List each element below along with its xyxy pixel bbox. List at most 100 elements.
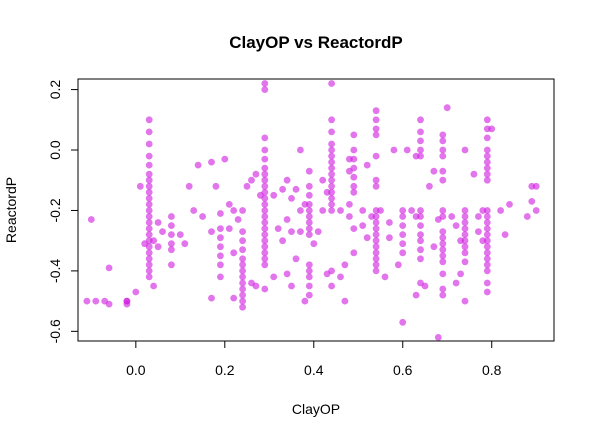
data-point bbox=[452, 222, 460, 230]
data-point bbox=[230, 294, 238, 302]
x-tick-label: 0.6 bbox=[393, 362, 413, 378]
data-point bbox=[145, 243, 153, 251]
data-point bbox=[212, 182, 220, 190]
data-point bbox=[497, 207, 504, 214]
data-point bbox=[417, 246, 424, 254]
data-point bbox=[194, 161, 202, 169]
data-point bbox=[483, 279, 491, 287]
data-point bbox=[439, 167, 447, 175]
data-point bbox=[261, 134, 269, 142]
data-point bbox=[372, 125, 380, 133]
data-point bbox=[430, 167, 438, 175]
data-point bbox=[243, 182, 251, 190]
data-point bbox=[439, 131, 447, 139]
data-point bbox=[461, 219, 469, 226]
y-axis-label: ReactordP bbox=[3, 177, 19, 243]
data-point bbox=[92, 297, 100, 305]
data-point bbox=[261, 86, 269, 93]
data-point bbox=[434, 334, 442, 341]
data-point bbox=[483, 288, 491, 296]
data-point bbox=[145, 161, 153, 169]
data-point bbox=[430, 243, 438, 251]
data-point bbox=[288, 195, 295, 202]
data-point bbox=[248, 176, 255, 184]
data-point bbox=[145, 267, 153, 275]
data-point bbox=[372, 225, 380, 233]
data-point bbox=[305, 261, 313, 269]
y-tick-label: -0.2 bbox=[47, 198, 63, 222]
data-point bbox=[399, 318, 407, 326]
data-point bbox=[483, 164, 491, 172]
data-point bbox=[483, 261, 491, 269]
data-point bbox=[501, 231, 509, 239]
data-point bbox=[350, 131, 358, 139]
data-point bbox=[221, 155, 229, 163]
data-point bbox=[297, 207, 304, 214]
data-point bbox=[305, 191, 313, 199]
data-point bbox=[217, 234, 224, 242]
data-point bbox=[261, 176, 269, 184]
data-point bbox=[350, 249, 358, 257]
data-point bbox=[372, 219, 380, 226]
data-point bbox=[483, 213, 491, 220]
data-point bbox=[145, 170, 153, 178]
data-point bbox=[279, 237, 286, 245]
data-point bbox=[239, 237, 247, 245]
data-point bbox=[328, 158, 335, 166]
data-point bbox=[523, 213, 531, 220]
data-point bbox=[145, 261, 153, 269]
data-point bbox=[372, 243, 380, 251]
data-point bbox=[239, 228, 247, 236]
data-point bbox=[350, 225, 358, 233]
data-point bbox=[328, 267, 335, 275]
data-point bbox=[372, 261, 380, 269]
data-point bbox=[305, 225, 313, 233]
data-point bbox=[145, 207, 153, 214]
data-point bbox=[483, 158, 491, 166]
x-axis-label: ClayOP bbox=[292, 401, 340, 417]
data-point bbox=[328, 195, 335, 202]
data-point bbox=[439, 270, 447, 278]
data-point bbox=[372, 116, 380, 124]
data-point bbox=[305, 291, 313, 299]
data-point bbox=[305, 282, 313, 290]
data-point bbox=[261, 146, 269, 154]
data-point bbox=[208, 158, 215, 166]
data-point bbox=[346, 213, 353, 220]
data-point bbox=[145, 188, 153, 196]
data-point bbox=[261, 261, 269, 269]
data-point bbox=[439, 285, 447, 293]
data-point bbox=[439, 252, 447, 260]
data-point bbox=[483, 170, 491, 178]
data-point bbox=[145, 273, 153, 281]
data-point bbox=[372, 131, 380, 139]
data-point bbox=[150, 282, 158, 290]
data-point bbox=[288, 282, 295, 290]
data-point bbox=[261, 164, 269, 172]
data-point bbox=[150, 237, 158, 245]
data-points bbox=[83, 80, 540, 341]
data-point bbox=[261, 80, 269, 87]
data-point bbox=[475, 228, 482, 236]
data-point bbox=[372, 231, 380, 239]
data-point bbox=[145, 249, 153, 257]
data-point bbox=[341, 261, 349, 269]
data-point bbox=[252, 170, 260, 178]
data-point bbox=[261, 225, 269, 233]
data-point bbox=[328, 188, 335, 196]
data-point bbox=[145, 231, 153, 239]
data-point bbox=[399, 222, 407, 230]
data-point bbox=[417, 146, 424, 154]
data-point bbox=[350, 173, 358, 181]
data-point bbox=[305, 201, 313, 208]
data-point bbox=[168, 261, 175, 269]
data-point bbox=[337, 207, 344, 214]
data-point bbox=[346, 201, 353, 208]
data-point bbox=[417, 152, 424, 160]
data-point bbox=[372, 152, 380, 160]
data-point bbox=[301, 297, 309, 305]
data-point bbox=[297, 146, 304, 154]
data-point bbox=[390, 146, 398, 154]
data-point bbox=[283, 216, 291, 223]
data-point bbox=[439, 146, 447, 154]
